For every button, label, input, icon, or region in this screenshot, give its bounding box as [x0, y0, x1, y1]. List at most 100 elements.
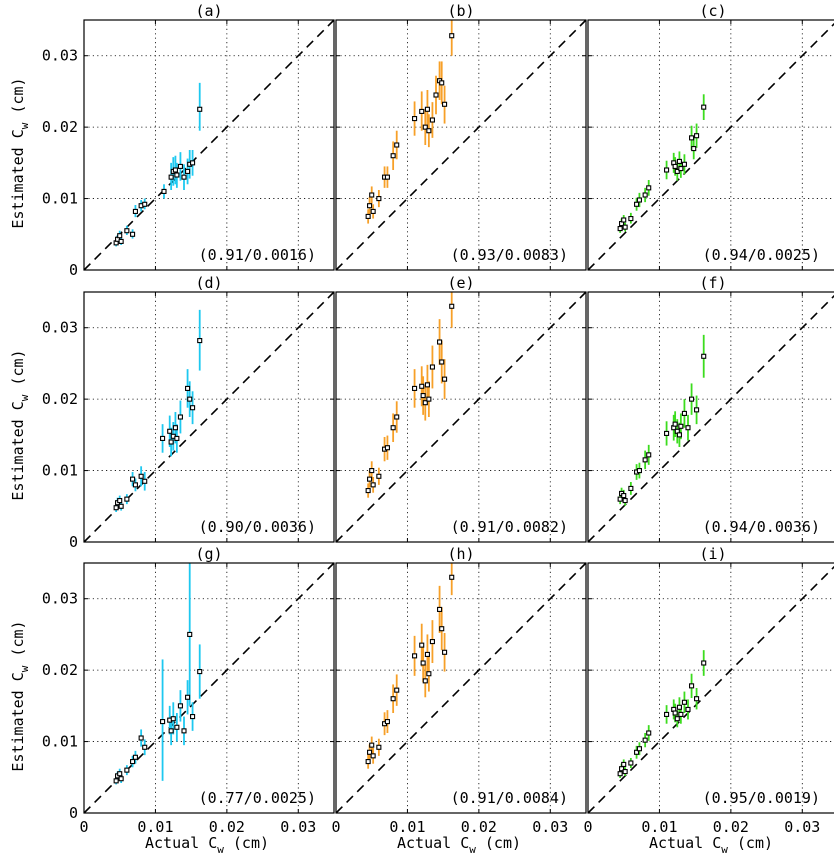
panel-a-point	[174, 172, 180, 178]
xlabel-subscript: w	[217, 843, 224, 856]
panel-i-xtick-label: 0.02	[713, 818, 749, 836]
panel-c-point	[622, 224, 628, 230]
panel-h-point	[420, 660, 426, 666]
panel-d-title: (d)	[195, 274, 222, 292]
panel-d-frame	[83, 291, 335, 543]
panel-d-point	[167, 428, 173, 434]
panel-b-point	[376, 196, 382, 202]
panel-c-point	[636, 197, 642, 203]
panel-d-point	[185, 385, 191, 391]
panel-a-annotation: (0.91/0.0016)	[199, 246, 316, 264]
panel-f-point	[685, 425, 691, 431]
panel-e-point	[439, 359, 445, 365]
panel-h-point	[422, 678, 428, 684]
panel-c-point	[664, 167, 670, 173]
panel-f-point	[701, 353, 707, 359]
panel-i-point	[672, 710, 678, 716]
panel-c-point	[628, 216, 634, 222]
panel-g-point	[130, 759, 136, 765]
panel-b-annotation: (0.93/0.0083)	[451, 246, 568, 264]
panel-e-point	[367, 476, 373, 482]
panel-g-ytick-label: 0.03	[42, 590, 78, 608]
panel-i-point	[642, 737, 648, 743]
panel-h-point	[424, 651, 430, 657]
panel-h-xtick-label: 0.02	[461, 818, 497, 836]
panel-g-ytick-label: 0.01	[42, 733, 78, 751]
panel-i-point	[674, 716, 680, 722]
panel-c-point	[646, 185, 652, 191]
panel-f: (f) (0.94/0.0036)	[587, 274, 834, 543]
panel-b-point	[429, 117, 435, 123]
panel-i-point	[617, 771, 623, 777]
panel-d-point	[130, 476, 136, 482]
panel-e-point	[394, 414, 400, 420]
panel-e: (e) (0.91/0.0082)	[335, 274, 587, 543]
panel-d-point	[113, 505, 119, 511]
panel-c-title: (c)	[699, 2, 726, 20]
panel-b-point	[369, 192, 375, 198]
panel-i-frame	[587, 562, 834, 814]
panel-h-point	[419, 642, 425, 648]
panel-a-point	[190, 160, 196, 166]
panel-d-point	[138, 473, 144, 479]
ylabel-subscript: w	[18, 665, 31, 672]
panel-a-point	[197, 106, 203, 112]
panel-g-point	[160, 719, 166, 725]
panel-g-ytick-label: 0	[69, 804, 78, 822]
panel-i-point	[689, 683, 695, 689]
panel-c-point	[642, 192, 648, 198]
ylabel-subscript: w	[18, 122, 31, 129]
panel-a-point	[181, 174, 187, 180]
panel-b-point	[433, 92, 439, 98]
panel-d-point	[142, 478, 148, 484]
ylabel-units: (cm)	[9, 349, 27, 394]
panel-c-point	[678, 166, 684, 172]
xlabel-text: Actual C	[397, 834, 469, 852]
xlabel-subscript: w	[721, 843, 728, 856]
panel-h-background	[336, 563, 586, 813]
panel-i-title: (i)	[699, 545, 726, 563]
panel-d-point	[190, 405, 196, 411]
panel-d-point	[187, 396, 193, 402]
panel-f-point	[636, 468, 642, 474]
panel-i-point	[681, 699, 687, 705]
panel-g-point	[177, 703, 183, 709]
panel-i-point	[622, 769, 628, 775]
panel-b-point	[439, 80, 445, 86]
panel-a-point	[132, 208, 138, 214]
panel-f-point	[628, 485, 634, 491]
ylabel-row-3: Estimated Cw (cm)	[9, 620, 31, 771]
panel-g-point	[117, 771, 123, 777]
panel-b-background	[336, 20, 586, 270]
panel-b-frame	[335, 19, 587, 271]
panel-f-point	[646, 452, 652, 458]
panel-a-point	[172, 167, 178, 173]
panel-i-point	[664, 711, 670, 717]
panel-i-point	[676, 704, 682, 710]
panel-b-point	[422, 124, 428, 130]
panel-f-background	[588, 292, 834, 542]
xlabel-subscript: w	[469, 843, 476, 856]
panel-e-point	[412, 385, 418, 391]
panel-b: (b) (0.93/0.0083)	[335, 2, 587, 271]
panel-d-point	[172, 425, 178, 431]
panel-g-point	[142, 744, 148, 750]
panel-h-point	[376, 744, 382, 750]
ylabel-row-2: Estimated Cw (cm)	[9, 349, 31, 500]
panel-e-point	[369, 468, 375, 474]
panel-i-point	[634, 749, 640, 755]
panel-h-point	[390, 696, 396, 702]
panel-g-point	[174, 724, 180, 730]
panel-d: 0 0.01 0.02 0.03 (d) (0.90/0.0036)	[42, 274, 335, 551]
panel-a-point	[117, 233, 123, 239]
panel-g-xtick-label: 0.03	[280, 818, 316, 836]
panel-c-point	[621, 217, 627, 223]
panel-d-point	[124, 496, 130, 502]
panel-i-point	[646, 730, 652, 736]
panel-h-xtick-label: 0.03	[532, 818, 568, 836]
panel-a-point	[168, 174, 174, 180]
panel-e-point	[449, 303, 455, 309]
panel-f-point	[617, 496, 623, 502]
panel-g-ytick-label: 0.02	[42, 661, 78, 679]
panel-e-point	[426, 396, 432, 402]
